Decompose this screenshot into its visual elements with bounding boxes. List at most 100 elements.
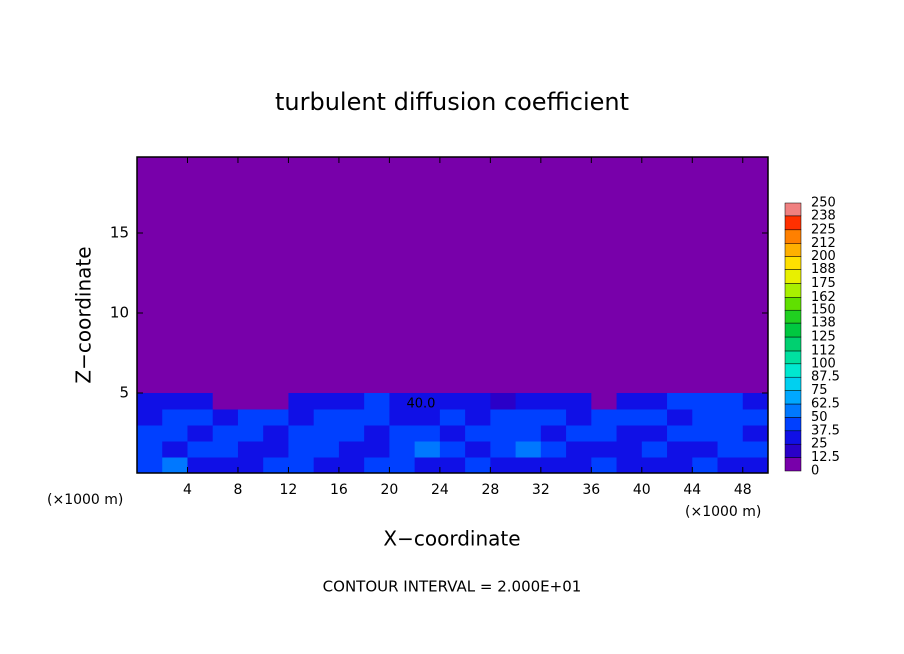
heat-cell — [641, 457, 668, 474]
heat-cell — [288, 425, 315, 442]
heat-cell — [439, 425, 466, 442]
heat-cell — [641, 393, 668, 410]
heat-cell — [187, 409, 214, 426]
heat-cell — [263, 457, 289, 474]
heat-cell — [313, 441, 340, 458]
x-tick-label: 24 — [431, 482, 449, 498]
colorbar-label: 188 — [811, 262, 836, 277]
colorbar-label: 238 — [811, 208, 836, 223]
heat-cell — [137, 457, 163, 474]
heat-cell — [187, 441, 214, 458]
heat-cell — [515, 441, 542, 458]
x-tick-label: 28 — [481, 482, 499, 498]
x-tick-label: 8 — [233, 482, 242, 498]
colorbar-swatch — [784, 443, 802, 458]
heat-cell — [439, 393, 466, 410]
chart-title: turbulent diffusion coefficient — [275, 88, 629, 116]
heat-cell — [414, 393, 441, 410]
heat-cell — [338, 425, 365, 442]
heat-cell — [288, 393, 315, 410]
heat-cell — [667, 425, 693, 442]
heat-cell — [389, 409, 416, 426]
heat-cell — [515, 457, 542, 474]
colorbar-label: 75 — [811, 383, 828, 398]
heat-cell — [742, 457, 769, 474]
colorbar-swatch — [784, 403, 802, 418]
heat-cell — [566, 409, 592, 426]
x-axis-label: X−coordinate — [383, 527, 520, 551]
heat-cell — [667, 457, 693, 474]
heat-cell — [566, 425, 592, 442]
heat-cell — [237, 393, 264, 410]
colorbar-label: 125 — [811, 330, 836, 345]
heat-cell — [641, 441, 668, 458]
heat-cell — [692, 409, 719, 426]
heat-cell — [591, 441, 618, 458]
colorbar-label: 212 — [811, 236, 836, 251]
colorbar-swatch — [784, 297, 802, 311]
heat-cell — [389, 393, 416, 410]
heat-cell — [490, 425, 517, 442]
colorbar-label: 0 — [811, 464, 819, 479]
heat-cell — [212, 457, 239, 474]
heat-cell — [566, 457, 592, 474]
heat-cell — [364, 425, 390, 442]
heat-cell — [465, 441, 491, 458]
heat-cell — [566, 441, 592, 458]
heat-cell — [566, 393, 592, 410]
heat-cell — [742, 409, 769, 426]
colorbar-swatch — [784, 215, 802, 231]
colorbar-label: 250 — [811, 196, 836, 211]
heat-cell — [717, 441, 744, 458]
colorbar-swatch — [784, 417, 802, 432]
heat-cell — [540, 409, 567, 426]
colorbar-swatch — [784, 243, 802, 257]
heat-cell — [591, 393, 618, 410]
heat-cell — [616, 425, 643, 442]
heat-cell — [515, 425, 542, 442]
heat-cell — [263, 425, 289, 442]
x-unit-label: (×1000 m) — [685, 504, 761, 520]
heat-cell — [389, 457, 416, 474]
heat-cell — [742, 425, 769, 442]
heat-cell — [288, 409, 315, 426]
x-unit-label: (×1000 m) — [47, 492, 123, 508]
heat-cell — [540, 457, 567, 474]
colorbar-label: 25 — [811, 437, 828, 452]
heat-cell — [364, 409, 390, 426]
colorbar-swatch — [784, 390, 802, 405]
heat-cell — [667, 409, 693, 426]
heat-cell — [364, 441, 390, 458]
heat-cell — [237, 425, 264, 442]
heat-cell — [288, 457, 315, 474]
heat-cell — [490, 457, 517, 474]
heat-cell — [616, 409, 643, 426]
colorbar-label: 138 — [811, 316, 836, 331]
footer-note: CONTOUR INTERVAL = 2.000E+01 — [323, 578, 582, 596]
heat-cell — [162, 393, 188, 410]
colorbar-label: 162 — [811, 290, 836, 305]
heat-cell — [137, 393, 163, 410]
colorbar-label: 112 — [811, 343, 836, 358]
colorbar-swatch — [784, 376, 802, 391]
heat-cell — [313, 425, 340, 442]
heat-cell — [364, 457, 390, 474]
heat-cell — [515, 409, 542, 426]
heat-cell — [137, 425, 163, 442]
heat-cell — [742, 441, 769, 458]
heat-cell — [465, 409, 491, 426]
colorbar-swatch — [784, 309, 802, 324]
heat-cell — [540, 425, 567, 442]
colorbar-swatch — [784, 256, 802, 270]
colorbar-swatch — [784, 229, 802, 244]
x-tick-label: 36 — [582, 482, 600, 498]
heat-cell — [717, 457, 744, 474]
heat-cell — [641, 425, 668, 442]
colorbar-label: 37.5 — [811, 423, 840, 438]
heat-cell — [263, 441, 289, 458]
heat-cell — [364, 393, 390, 410]
heat-cell — [667, 393, 693, 410]
heat-cell — [187, 393, 214, 410]
colorbar-swatch — [784, 350, 802, 365]
